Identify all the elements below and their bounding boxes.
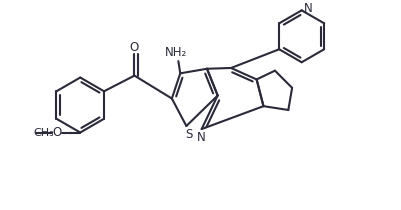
Text: O: O (130, 41, 139, 54)
Text: N: N (196, 131, 205, 144)
Text: S: S (185, 128, 192, 141)
Text: O: O (52, 126, 61, 139)
Text: NH₂: NH₂ (165, 46, 188, 59)
Text: N: N (304, 2, 313, 15)
Text: CH₃: CH₃ (34, 127, 55, 138)
